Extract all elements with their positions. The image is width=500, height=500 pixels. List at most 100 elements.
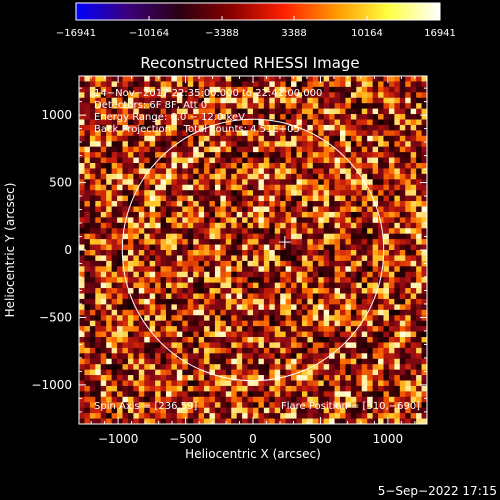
heatmap-cell: [247, 173, 254, 180]
heatmap-cell: [378, 201, 384, 207]
heatmap-cell: [236, 179, 243, 186]
heatmap-cell: [421, 228, 427, 235]
heatmap-cell: [269, 288, 276, 294]
heatmap-cell: [350, 380, 357, 387]
heatmap-cell: [166, 293, 172, 300]
heatmap-cell: [372, 309, 379, 316]
heatmap-cell: [155, 315, 161, 322]
heatmap-cell: [405, 222, 412, 229]
heatmap-cell: [176, 320, 183, 327]
heatmap-cell: [214, 228, 221, 235]
heatmap-cell: [274, 271, 281, 278]
heatmap-cell: [79, 337, 85, 343]
heatmap-cell: [214, 163, 221, 169]
heatmap-cell: [79, 81, 85, 88]
heatmap-cell: [296, 320, 303, 327]
heatmap-cell: [209, 260, 216, 267]
heatmap-cell: [236, 342, 243, 349]
heatmap-cell: [236, 86, 243, 93]
heatmap-cell: [285, 304, 292, 311]
heatmap-cell: [323, 146, 330, 153]
heatmap-cell: [122, 320, 129, 327]
heatmap-cell: [334, 418, 341, 424]
heatmap-cell: [291, 347, 297, 354]
heatmap-cell: [258, 353, 265, 360]
heatmap-cell: [361, 239, 368, 245]
heatmap-cell: [214, 97, 221, 104]
heatmap-cell: [405, 217, 412, 224]
heatmap-cell: [220, 92, 227, 99]
heatmap-cell: [117, 244, 123, 251]
heatmap-cell: [231, 217, 238, 224]
heatmap-cell: [361, 277, 368, 284]
heatmap-cell: [133, 353, 140, 360]
heatmap-cell: [269, 222, 276, 229]
heatmap-cell: [291, 266, 297, 273]
heatmap-cell: [307, 119, 314, 126]
heatmap-cell: [138, 309, 145, 316]
heatmap-cell: [421, 288, 427, 294]
heatmap-cell: [296, 135, 303, 142]
heatmap-cell: [209, 233, 216, 240]
heatmap-cell: [231, 163, 238, 169]
heatmap-cell: [340, 184, 346, 191]
heatmap-cell: [220, 418, 227, 424]
heatmap-cell: [242, 135, 248, 142]
heatmap-cell: [144, 195, 151, 202]
heatmap-cell: [361, 293, 368, 300]
heatmap-cell: [193, 380, 200, 387]
heatmap-cell: [258, 81, 265, 88]
heatmap-cell: [416, 244, 422, 251]
heatmap-cell: [280, 288, 287, 294]
heatmap-cell: [193, 86, 200, 93]
heatmap-cell: [236, 396, 243, 403]
heatmap-cell: [214, 108, 221, 115]
heatmap-cell: [209, 396, 216, 403]
heatmap-cell: [296, 413, 303, 419]
heatmap-cell: [301, 315, 308, 322]
heatmap-cell: [247, 347, 254, 354]
heatmap-cell: [285, 250, 292, 256]
heatmap-cell: [280, 211, 287, 218]
heatmap-cell: [323, 92, 330, 99]
heatmap-cell: [155, 391, 161, 398]
heatmap-cell: [253, 233, 259, 240]
heatmap-cell: [329, 124, 335, 131]
heatmap-cell: [160, 347, 167, 354]
heatmap-cell: [291, 396, 297, 403]
heatmap-cell: [225, 407, 232, 414]
heatmap-cell: [220, 233, 227, 240]
heatmap-cell: [138, 163, 145, 169]
heatmap-cell: [301, 97, 308, 104]
heatmap-cell: [236, 119, 243, 126]
heatmap-cell: [378, 108, 384, 115]
heatmap-cell: [345, 222, 352, 229]
heatmap-cell: [416, 407, 422, 414]
heatmap-cell: [378, 353, 384, 360]
heatmap-cell: [198, 130, 205, 137]
heatmap-cell: [350, 418, 357, 424]
heatmap-cell: [307, 342, 314, 349]
heatmap-cell: [242, 385, 248, 392]
heatmap-cell: [388, 320, 395, 327]
heatmap-cell: [274, 326, 281, 332]
heatmap-cell: [361, 250, 368, 256]
heatmap-cell: [225, 288, 232, 294]
heatmap-cell: [144, 141, 151, 148]
heatmap-cell: [160, 86, 167, 93]
heatmap-cell: [405, 380, 412, 387]
heatmap-cell: [117, 184, 123, 191]
heatmap-cell: [231, 135, 238, 142]
heatmap-cell: [253, 304, 259, 311]
heatmap-cell: [405, 168, 412, 175]
heatmap-cell: [334, 391, 341, 398]
heatmap-cell: [247, 86, 254, 93]
heatmap-cell: [79, 309, 85, 316]
heatmap-cell: [296, 375, 303, 381]
heatmap-cell: [291, 179, 297, 186]
heatmap-cell: [182, 179, 189, 186]
heatmap-cell: [421, 391, 427, 398]
heatmap-cell: [209, 179, 216, 186]
heatmap-cell: [220, 407, 227, 414]
heatmap-cell: [258, 108, 265, 115]
